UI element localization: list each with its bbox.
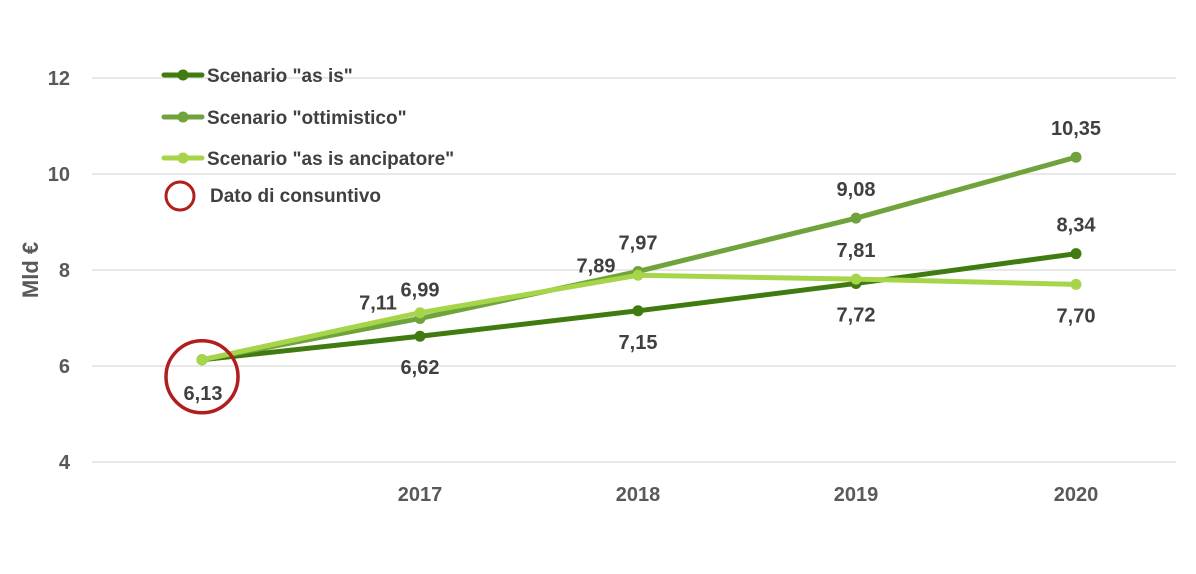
legend-circle-swatch	[164, 180, 196, 212]
y-tick-label: 4	[59, 452, 71, 474]
data-label: 7,89	[577, 255, 616, 277]
data-label: 7,15	[619, 332, 658, 354]
data-label: 9,08	[837, 179, 876, 201]
y-axis-label: Mld €	[18, 242, 43, 298]
data-point	[632, 305, 644, 317]
x-tick-label: 2017	[398, 484, 443, 506]
x-axis-ticks: 2017 2018 2019 2020	[398, 484, 1099, 506]
data-point	[1070, 151, 1082, 163]
data-label: 7,72	[837, 304, 876, 326]
data-point	[1070, 278, 1082, 290]
legend-entry: Scenario "ottimistico"	[207, 108, 407, 129]
y-tick-label: 10	[48, 164, 70, 186]
y-tick-label: 6	[59, 356, 70, 378]
x-tick-label: 2020	[1054, 484, 1099, 506]
legend-marker	[177, 111, 189, 123]
annotations: 6,13	[164, 339, 240, 415]
legend-entry: Dato di consuntivo	[210, 186, 381, 207]
data-label: 7,70	[1057, 305, 1096, 327]
consuntivo-circle	[164, 339, 240, 415]
legend: Scenario "as is" Scenario "ottimistico" Sc…	[161, 66, 454, 212]
series-2	[196, 269, 1082, 366]
data-label: 6,13	[184, 383, 223, 405]
data-label: 7,81	[837, 240, 876, 262]
series-lines	[196, 151, 1082, 366]
legend-entry: Scenario "as is ancipatore"	[207, 149, 454, 170]
data-label: 10,35	[1051, 118, 1101, 140]
data-label: 8,34	[1057, 215, 1097, 237]
x-tick-label: 2018	[616, 484, 661, 506]
data-point	[850, 273, 862, 285]
data-label: 7,11	[359, 293, 397, 315]
y-tick-label: 8	[59, 260, 70, 282]
data-point	[850, 212, 862, 224]
data-label: 7,97	[619, 232, 658, 254]
y-axis-ticks: 4 6 8 10 12	[48, 68, 71, 474]
legend-marker	[177, 69, 189, 81]
data-point	[632, 269, 644, 281]
data-label: 6,99	[401, 279, 440, 301]
legend-entry: Scenario "as is"	[207, 66, 353, 87]
data-point	[1070, 248, 1082, 260]
data-point	[414, 330, 426, 342]
data-point	[414, 307, 426, 319]
data-point	[196, 354, 208, 366]
x-tick-label: 2019	[834, 484, 879, 506]
data-labels: 6,62 7,15 7,72 8,34 6,99 7,97 9,08 10,35 7,11 7,8…	[359, 118, 1101, 379]
y-tick-label: 12	[48, 68, 70, 90]
data-label: 6,62	[401, 357, 440, 379]
legend-marker	[177, 152, 189, 164]
